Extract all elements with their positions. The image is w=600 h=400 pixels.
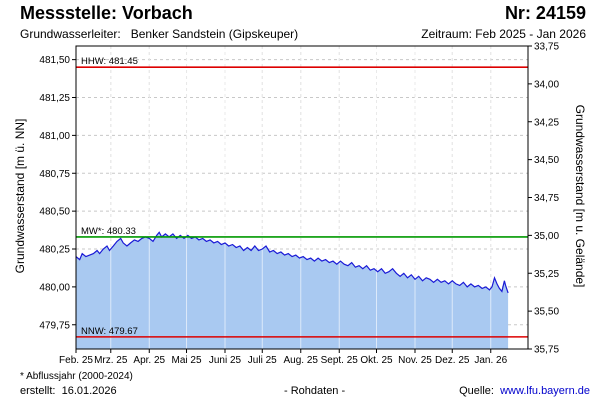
aquifer-value: Benker Sandstein (Gipskeuper)	[130, 27, 299, 41]
x-tick-label: Jan. 26	[474, 355, 507, 366]
axis-labels: 479,75 480,00 480,25 480,50 480,75 481,00 481,…	[39, 42, 559, 367]
x-tick-label: Dez. 25	[435, 355, 470, 366]
created-value: 16.01.2026	[61, 385, 117, 397]
y-tick-label-left: 481,50	[39, 55, 70, 66]
station-number: Nr: 24159	[504, 3, 586, 23]
y-tick-label-right: 34,25	[534, 117, 559, 128]
y-tick-label-right: 35,50	[534, 307, 559, 318]
aquifer-label: Grundwasserleiter:	[20, 27, 121, 41]
y-axis-label-right: Grundwasserstand [m u. Gelände]	[573, 105, 587, 288]
x-tick-label: Okt. 25	[360, 355, 393, 366]
station-title: Messstelle: Vorbach	[20, 3, 193, 23]
x-tick-label: Nov. 25	[398, 355, 432, 366]
y-tick-label-right: 35,25	[534, 269, 559, 280]
footnote: * Abflussjahr (2000-2024)	[20, 371, 133, 382]
y-tick-label-left: 481,00	[39, 131, 70, 142]
aquifer-info: Grundwasserleiter: Benker Sandstein (Gip…	[20, 27, 298, 41]
y-tick-label-left: 480,75	[39, 169, 70, 180]
raw-data-note: - Rohdaten -	[284, 385, 346, 397]
y-tick-label-left: 479,75	[39, 320, 70, 331]
y-tick-label-left: 480,25	[39, 245, 70, 256]
x-tick-label: Apr. 25	[133, 355, 165, 366]
y-tick-label-right: 35,75	[534, 345, 559, 356]
y-tick-label-right: 33,75	[534, 42, 559, 53]
created-date: erstellt: 16.01.2026	[20, 385, 117, 397]
y-tick-label-left: 480,50	[39, 207, 70, 218]
y-tick-label-left: 480,00	[39, 282, 70, 293]
source: Quelle: www.lfu.bayern.de	[459, 385, 590, 397]
created-label: erstellt:	[20, 385, 56, 397]
x-tick-label: Juli 25	[248, 355, 277, 366]
y-axis-label-left: Grundwasserstand [m ü. NN]	[13, 119, 27, 274]
x-tick-label: Feb. 25	[59, 355, 93, 366]
ref-label-nnw: NNW: 479.67	[81, 326, 138, 337]
x-tick-label: Mai 25	[172, 355, 202, 366]
source-label: Quelle:	[459, 385, 494, 397]
x-tick-label: Sept. 25	[321, 355, 359, 366]
reference-lines: HHW: 481.45 MW*: 480.33 NNW: 479.67	[76, 56, 528, 338]
source-link[interactable]: www.lfu.bayern.de	[500, 385, 590, 397]
y-tick-label-right: 34,50	[534, 155, 559, 166]
series-area	[76, 232, 509, 349]
area-layer	[75, 46, 509, 349]
y-tick-label-right: 34,00	[534, 79, 559, 90]
y-tick-label-right: 34,75	[534, 193, 559, 204]
y-tick-label-right: 35,00	[534, 231, 559, 242]
period-label: Zeitraum: Feb 2025 - Jan 2026	[421, 27, 586, 41]
ref-label-mw: MW*: 480.33	[81, 226, 136, 237]
y-tick-label-left: 481,25	[39, 93, 70, 104]
x-tick-label: Aug. 25	[284, 355, 319, 366]
x-tick-label: Juni 25	[209, 355, 242, 366]
ref-label-hhw: HHW: 481.45	[81, 56, 138, 67]
x-tick-label: Mrz. 25	[94, 355, 128, 366]
